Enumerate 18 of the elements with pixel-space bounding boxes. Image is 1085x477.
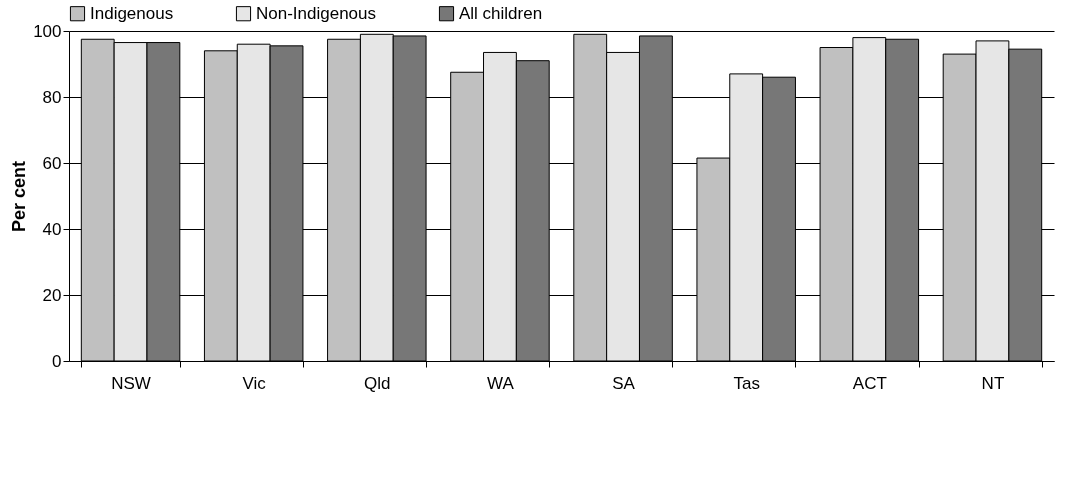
x-tick-label: NT: [981, 373, 1005, 393]
legend-label: Indigenous: [90, 3, 174, 23]
y-tick-label: 0: [52, 351, 62, 371]
legend-label: Non-Indigenous: [256, 3, 377, 23]
x-tick-label: Tas: [733, 373, 760, 393]
y-tick-label: 20: [42, 285, 62, 305]
y-tick-label: 100: [33, 21, 62, 41]
y-axis-title: Per cent: [9, 160, 30, 233]
y-tick-label: 60: [42, 153, 62, 173]
x-tick-label: Qld: [364, 373, 391, 393]
legend-label: All children: [459, 3, 543, 23]
y-tick-label: 40: [42, 219, 62, 239]
x-tick-label: Vic: [242, 373, 267, 393]
x-tick-label: NSW: [111, 373, 151, 393]
x-tick-label: WA: [487, 373, 515, 393]
y-tick-label: 80: [42, 87, 62, 107]
x-tick-label: SA: [612, 373, 636, 393]
x-tick-label: ACT: [852, 373, 887, 393]
